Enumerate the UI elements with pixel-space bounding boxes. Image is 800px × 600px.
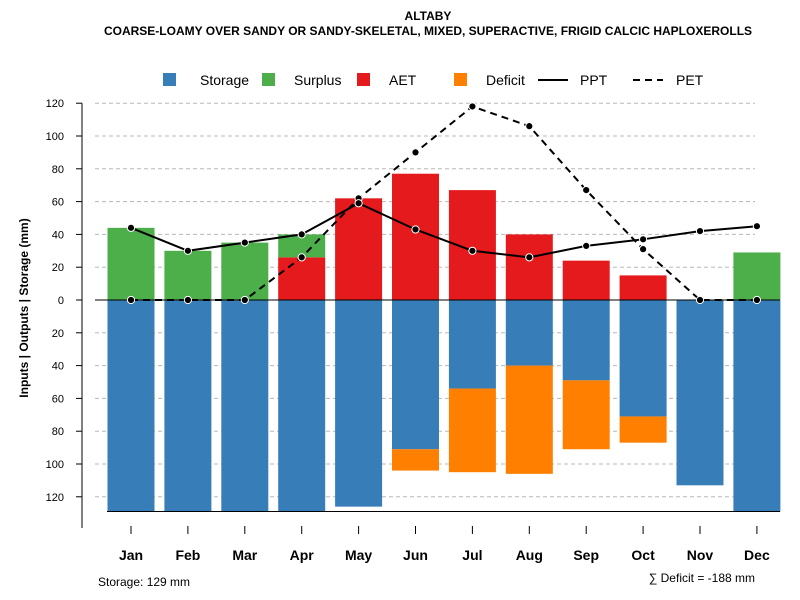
storage-annotation: Storage: 129 mm — [98, 575, 190, 589]
legend: Storage Surplus AET Deficit PPT PET — [163, 72, 704, 88]
ppt-point-oct — [639, 235, 648, 244]
aet-bar-sep — [562, 260, 610, 300]
storage-bar-nov — [676, 300, 724, 486]
ppt-point-aug — [525, 253, 534, 262]
surplus-bar-apr — [278, 234, 326, 258]
pet-point-aug — [525, 122, 534, 131]
deficit-bar-jun — [392, 449, 439, 471]
aet-bar-oct — [619, 275, 667, 300]
ppt-point-jan — [126, 223, 136, 232]
storage-bar-jan — [107, 300, 155, 512]
y-tick-label-120: 120 — [46, 98, 64, 110]
deficit-bar-sep — [562, 380, 610, 450]
storage-bar-sep — [562, 300, 610, 381]
ppt-legend-label: PPT — [580, 72, 608, 88]
pet-point-jun — [411, 148, 420, 157]
bars — [107, 173, 781, 512]
y-tick-label-40: 40 — [52, 361, 64, 373]
aet-bar-jun — [392, 173, 439, 300]
y-tick-label-100: 100 — [46, 459, 64, 471]
aet-bar-apr — [278, 257, 326, 300]
pet-point-feb — [183, 295, 192, 305]
x-tick-label-apr: Apr — [290, 547, 315, 563]
x-tick-label-mar: Mar — [232, 547, 257, 563]
chart-title: ALTABY — [405, 9, 452, 23]
x-tick-label-jun: Jun — [403, 547, 428, 563]
x-tick-label-feb: Feb — [175, 547, 200, 563]
ppt-point-nov — [695, 227, 705, 236]
ppt-point-mar — [240, 238, 249, 247]
pet-point-jul — [468, 102, 477, 111]
y-tick-label-60: 60 — [52, 393, 64, 405]
storage-bar-may — [335, 300, 383, 507]
y-tick-label-80: 80 — [52, 426, 64, 438]
surplus-bar-jan — [107, 227, 155, 300]
storage-legend-swatch — [163, 73, 176, 86]
ppt-point-feb — [183, 246, 192, 255]
y-tick-label-80: 80 — [52, 164, 64, 176]
ppt-point-dec — [752, 222, 762, 231]
ppt-point-sep — [582, 241, 591, 250]
pet-point-jan — [126, 295, 136, 305]
y-tick-label-100: 100 — [46, 131, 64, 143]
aet-legend-swatch — [357, 73, 370, 86]
storage-bar-mar — [221, 300, 269, 512]
pet-point-oct — [639, 245, 648, 254]
y-tick-label-120: 120 — [46, 492, 64, 504]
x-tick-label-aug: Aug — [516, 547, 543, 563]
x-tick-label-jan: Jan — [119, 547, 143, 563]
ppt-point-jul — [468, 246, 477, 255]
x-tick-label-sep: Sep — [573, 547, 599, 563]
deficit-bar-oct — [619, 416, 667, 443]
ppt-point-apr — [297, 230, 306, 239]
deficit-bar-aug — [505, 365, 553, 474]
storage-bar-dec — [733, 300, 781, 512]
deficit-annotation: ∑ Deficit = -188 mm — [649, 571, 755, 585]
axes: 120 100 80 60 40 20 0 20 40 60 80 100 120 Jan Feb Mar Ap… — [46, 98, 780, 563]
aet-bar-aug — [505, 234, 553, 300]
surplus-bar-feb — [164, 250, 212, 300]
storage-bar-aug — [505, 300, 553, 366]
storage-bar-jul — [448, 300, 496, 389]
chart-subtitle: COARSE-LOAMY OVER SANDY OR SANDY-SKELETA… — [104, 24, 752, 38]
storage-bar-oct — [619, 300, 667, 417]
ppt-point-jun — [411, 225, 420, 234]
storage-bar-jun — [392, 300, 439, 450]
surplus-bar-mar — [221, 242, 269, 300]
pet-point-dec — [752, 295, 762, 305]
y-tick-label-0: 0 — [58, 295, 64, 307]
y-tick-label-60: 60 — [52, 197, 64, 209]
x-tick-label-nov: Nov — [687, 547, 714, 563]
deficit-legend-swatch — [454, 73, 467, 86]
surplus-bar-dec — [733, 252, 781, 300]
storage-bar-apr — [278, 300, 326, 512]
storage-bar-feb — [164, 300, 212, 512]
x-tick-label-may: May — [345, 547, 372, 563]
x-tick-label-oct: Oct — [631, 547, 655, 563]
surplus-legend-label: Surplus — [294, 72, 341, 88]
ppt-line — [130, 202, 757, 259]
ppt-point-may — [354, 199, 363, 208]
aet-bar-may — [335, 198, 383, 300]
deficit-legend-label: Deficit — [486, 72, 525, 88]
y-axis-label: Inputs | Outputs | Storage (mm) — [17, 218, 31, 397]
pet-line — [131, 105, 757, 301]
y-tick-label-20: 20 — [52, 328, 64, 340]
x-tick-label-jul: Jul — [462, 547, 482, 563]
pet-point-mar — [240, 295, 249, 305]
pet-point-apr — [297, 253, 306, 262]
series-lines — [126, 102, 762, 305]
y-tick-label-40: 40 — [52, 229, 64, 241]
x-tick-label-dec: Dec — [744, 547, 770, 563]
pet-legend-label: PET — [676, 72, 704, 88]
storage-legend-label: Storage — [200, 72, 249, 88]
deficit-bar-jul — [448, 388, 496, 473]
pet-point-nov — [695, 295, 705, 305]
pet-point-sep — [582, 186, 591, 195]
y-tick-label-20: 20 — [52, 262, 64, 274]
aet-legend-label: AET — [389, 72, 417, 88]
surplus-legend-swatch — [262, 73, 275, 86]
